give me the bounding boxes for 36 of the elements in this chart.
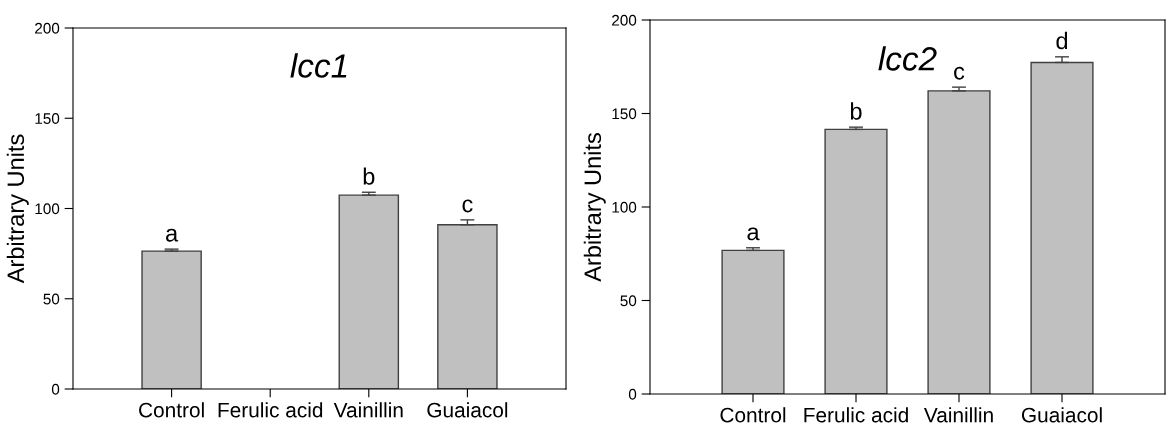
y-tick-label: 0 xyxy=(51,383,60,395)
annotation: c xyxy=(462,199,473,213)
y-axis-title: Arbitrary Units xyxy=(583,133,606,282)
x-tick-label: Ferulic acid xyxy=(804,407,908,423)
bar xyxy=(927,90,991,394)
x-tick-label: Control xyxy=(720,407,786,423)
y-tick-label: 100 xyxy=(35,203,60,215)
bar xyxy=(721,249,785,394)
x-tick-label: Guaiacol xyxy=(1021,407,1102,423)
y-tick-label: 100 xyxy=(612,201,637,213)
y-axis-title: Arbitrary Units xyxy=(6,134,29,284)
y-tick-label: 0 xyxy=(628,388,637,400)
text: lcc2 xyxy=(878,46,937,71)
annotation: d xyxy=(1056,31,1068,50)
annotation: b xyxy=(850,102,862,120)
y-tick-label: 200 xyxy=(35,22,60,34)
bar xyxy=(141,250,202,389)
x-tick-label: Control xyxy=(139,402,204,418)
y-tick-label: 150 xyxy=(35,113,60,124)
annotation: b xyxy=(363,167,375,185)
x-tick-label: Guaiacol xyxy=(427,402,508,418)
x-tick-label: Ferulic acid xyxy=(218,402,323,418)
bar xyxy=(437,224,498,389)
bar xyxy=(338,194,400,389)
annotation: a xyxy=(747,227,760,241)
y-tick-label: 200 xyxy=(612,14,637,26)
y-tick-label: 50 xyxy=(620,295,637,307)
text: lcc1 xyxy=(290,53,347,78)
y-tick-label: 150 xyxy=(612,108,637,120)
y-tick-label: 50 xyxy=(43,293,60,305)
annotation: c xyxy=(954,66,965,80)
annotation: a xyxy=(166,228,179,242)
x-tick-label: Vainillin xyxy=(333,402,403,418)
bar xyxy=(1030,61,1094,394)
bar xyxy=(824,128,888,394)
x-tick-label: Vainillin xyxy=(923,407,993,423)
